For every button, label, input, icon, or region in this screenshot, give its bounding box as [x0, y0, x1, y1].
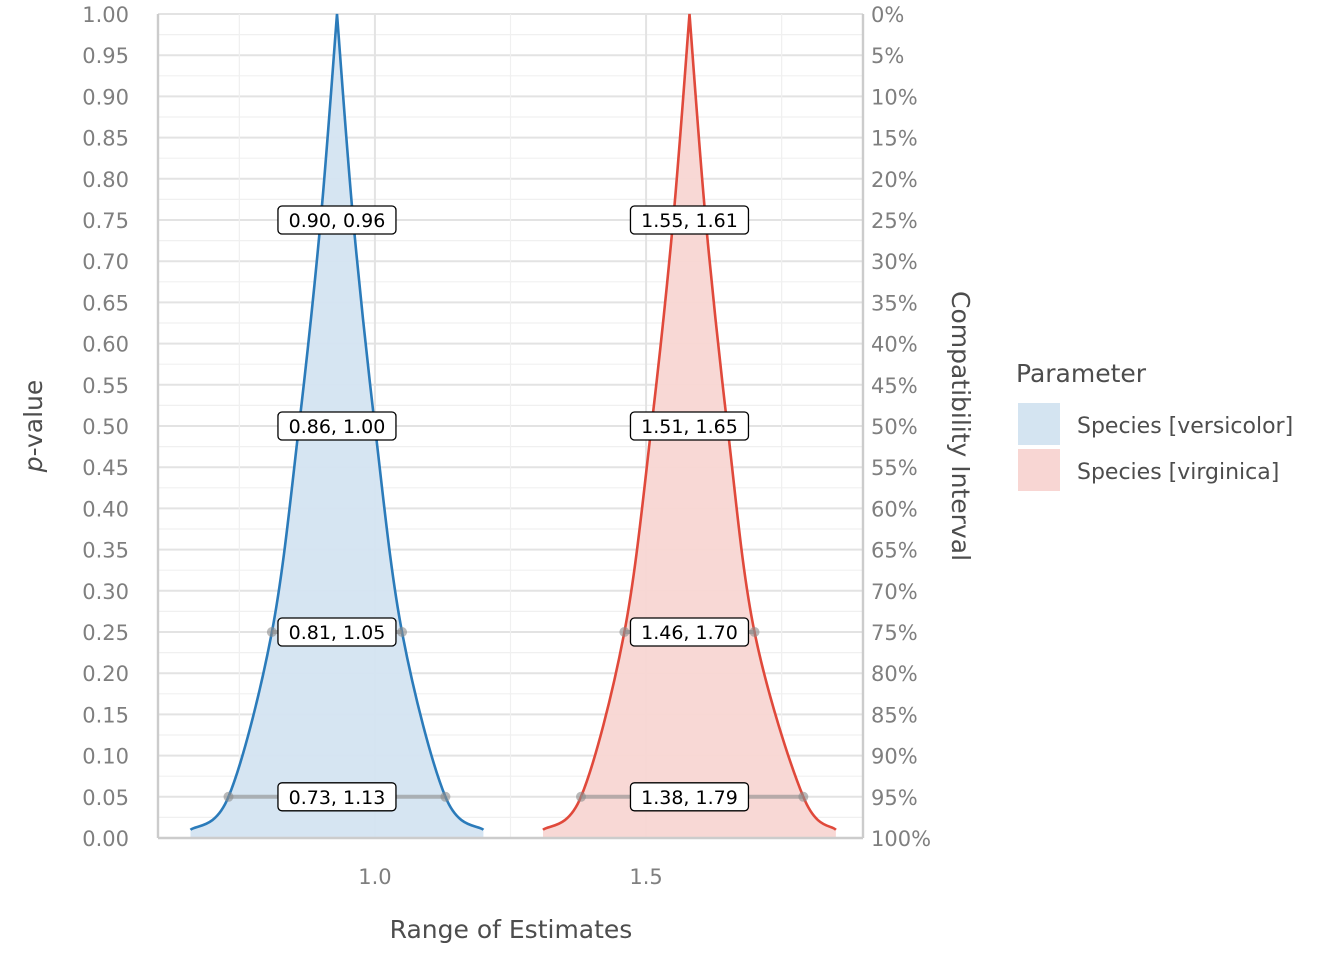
y-tick-label: 0.20 — [82, 662, 129, 686]
y-tick-label: 0.60 — [82, 333, 129, 357]
y-tick-label: 0.95 — [82, 44, 129, 68]
interval-label: 0.90, 0.96 — [289, 210, 386, 232]
interval-label-box — [277, 411, 397, 441]
interval-endpoint — [798, 791, 809, 802]
y-tick-label: 1.00 — [82, 3, 129, 27]
interval-endpoint — [440, 791, 451, 802]
y-tick-label: 0.30 — [82, 580, 129, 604]
interval-labels: 0.90, 0.96 0.86, 1.00 0.81, 1.05 0.73, 1.13… — [277, 205, 750, 812]
y-axis-title-italic: p — [19, 456, 48, 473]
y-tick-label: 0.35 — [82, 539, 129, 563]
secondary-y-tick-label: 95% — [871, 786, 918, 810]
interval-endpoint — [266, 627, 277, 637]
interval-label: 1.46, 1.70 — [641, 622, 738, 644]
interval-label-box — [277, 617, 397, 647]
y-tick-label: 0.40 — [82, 497, 129, 521]
secondary-y-tick-label: 50% — [871, 415, 918, 439]
interval-label-box — [629, 205, 750, 235]
y-tick-label: 0.25 — [82, 621, 129, 645]
y-tick-label: 0.70 — [82, 250, 129, 274]
legend-label-versicolor: Species [versicolor] — [1077, 414, 1293, 439]
secondary-y-tick-label: 15% — [871, 127, 918, 151]
legend-key-virginica — [1018, 449, 1060, 491]
interval-label-box — [629, 617, 750, 647]
interval-label: 1.51, 1.65 — [641, 416, 738, 438]
secondary-y-tick-label: 0% — [871, 3, 904, 27]
secondary-y-tick-label: 70% — [871, 580, 918, 604]
secondary-y-tick-label: 80% — [871, 662, 918, 686]
secondary-y-tick-label: 85% — [871, 703, 918, 727]
secondary-y-tick-label: 35% — [871, 291, 918, 315]
interval-endpoint — [397, 627, 408, 637]
y-tick-label: 0.85 — [82, 127, 129, 151]
interval-endpoint — [619, 627, 630, 637]
y-tick-label: 0.80 — [82, 168, 129, 192]
secondary-y-tick-label: 90% — [871, 745, 918, 769]
y-tick-label: 0.65 — [82, 291, 129, 315]
legend-label-virginica: Species [virginica] — [1077, 460, 1279, 485]
y-tick-label: 0.45 — [82, 456, 129, 480]
secondary-y-tick-label: 75% — [871, 621, 918, 645]
secondary-y-tick-label: 100% — [871, 827, 931, 851]
secondary-y-tick-label: 45% — [871, 374, 918, 398]
secondary-y-tick-label: 60% — [871, 497, 918, 521]
y-tick-label: 0.15 — [82, 703, 129, 727]
axes — [156, 14, 865, 840]
interval-label: 1.38, 1.79 — [641, 787, 738, 809]
legend-key-versicolor — [1018, 403, 1060, 445]
tick-labels: 0.00 100% 0.05 95% 0.10 90% 0.15 85% 0.20 80% 0.25… — [82, 3, 931, 889]
secondary-y-tick-label: 30% — [871, 250, 918, 274]
y-axis-title-rest: -value — [19, 380, 48, 457]
secondary-y-tick-label: 55% — [871, 456, 918, 480]
x-tick-label: 1.0 — [358, 865, 391, 889]
secondary-axis-title: Compatibility Interval — [946, 291, 975, 561]
y-axis-title: p-value — [19, 380, 48, 474]
interval-endpoint — [223, 791, 234, 802]
y-tick-label: 0.75 — [82, 209, 129, 233]
secondary-y-tick-label: 20% — [871, 168, 918, 192]
y-tick-label: 0.90 — [82, 85, 129, 109]
y-tick-label: 0.55 — [82, 374, 129, 398]
y-tick-label: 0.10 — [82, 745, 129, 769]
y-tick-label: 0.05 — [82, 786, 129, 810]
interval-label: 1.55, 1.61 — [641, 210, 738, 232]
interval-label: 0.86, 1.00 — [289, 416, 386, 438]
legend: Parameter Species [versicolor] Species [… — [1016, 359, 1293, 491]
secondary-y-tick-label: 40% — [871, 333, 918, 357]
interval-label-box — [277, 782, 397, 812]
y-tick-label: 0.00 — [82, 827, 129, 851]
x-axis-title: Range of Estimates — [390, 915, 633, 944]
secondary-y-tick-label: 5% — [871, 44, 904, 68]
interval-label-box — [629, 411, 750, 441]
y-tick-label: 0.50 — [82, 415, 129, 439]
interval-endpoint — [576, 791, 586, 802]
x-tick-label: 1.5 — [629, 865, 662, 889]
interval-label-box — [277, 205, 397, 235]
secondary-y-tick-label: 65% — [871, 539, 918, 563]
interval-label: 0.81, 1.05 — [289, 622, 386, 644]
interval-label-box — [629, 782, 750, 812]
legend-title: Parameter — [1016, 359, 1147, 388]
secondary-y-tick-label: 10% — [871, 85, 918, 109]
interval-endpoint — [749, 627, 760, 637]
secondary-y-tick-label: 25% — [871, 209, 918, 233]
interval-label: 0.73, 1.13 — [289, 787, 386, 809]
